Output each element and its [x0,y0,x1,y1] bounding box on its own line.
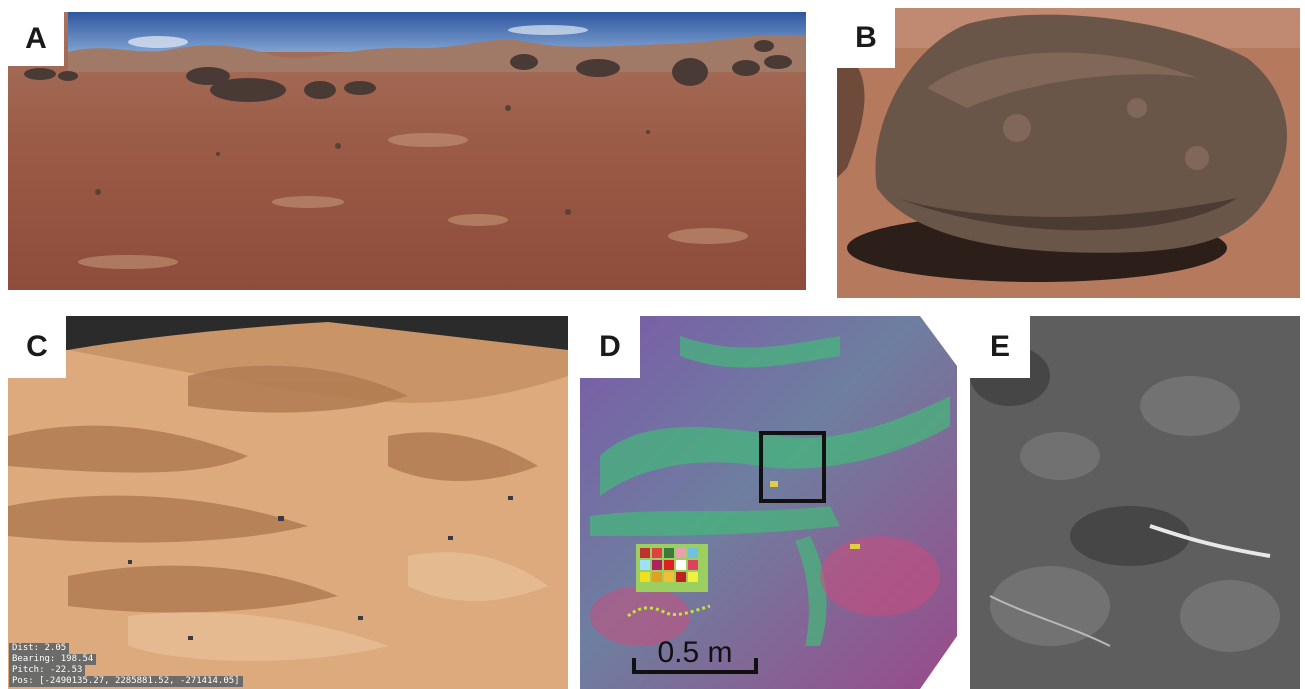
panel-c-outcrop-model [8,316,568,689]
readout-bearing: Bearing: 198.54 [9,654,97,665]
scale-bar-label: 0.5 m [657,636,733,669]
readout-pitch: Pitch: -22.53 [9,665,86,676]
readout-dist: Dist: 2.05 [9,643,70,654]
scale-bar-tick-right [754,658,758,674]
panel-label-c: C [8,316,66,378]
readout-pos: Pos: [-2490135.27, 2285881.52, -271414.0… [9,676,243,687]
panel-d-false-color-map [580,316,957,689]
panel-label-a: A [8,12,64,66]
panel-a-panorama [8,12,806,290]
panel-label-b: B [837,8,895,68]
panel-label-d: D [580,316,640,378]
panel-label-e: E [970,316,1030,378]
selection-box [759,431,826,503]
scale-bar-tick-left [632,658,636,674]
panel-b-boulder [837,8,1300,298]
panel-e-grayscale-detail [970,316,1300,689]
color-calibration-chart [636,544,708,592]
viewer-readout: Dist: 2.05 Bearing: 198.54 Pitch: -22.53… [9,643,243,687]
scale-bar [632,670,758,674]
